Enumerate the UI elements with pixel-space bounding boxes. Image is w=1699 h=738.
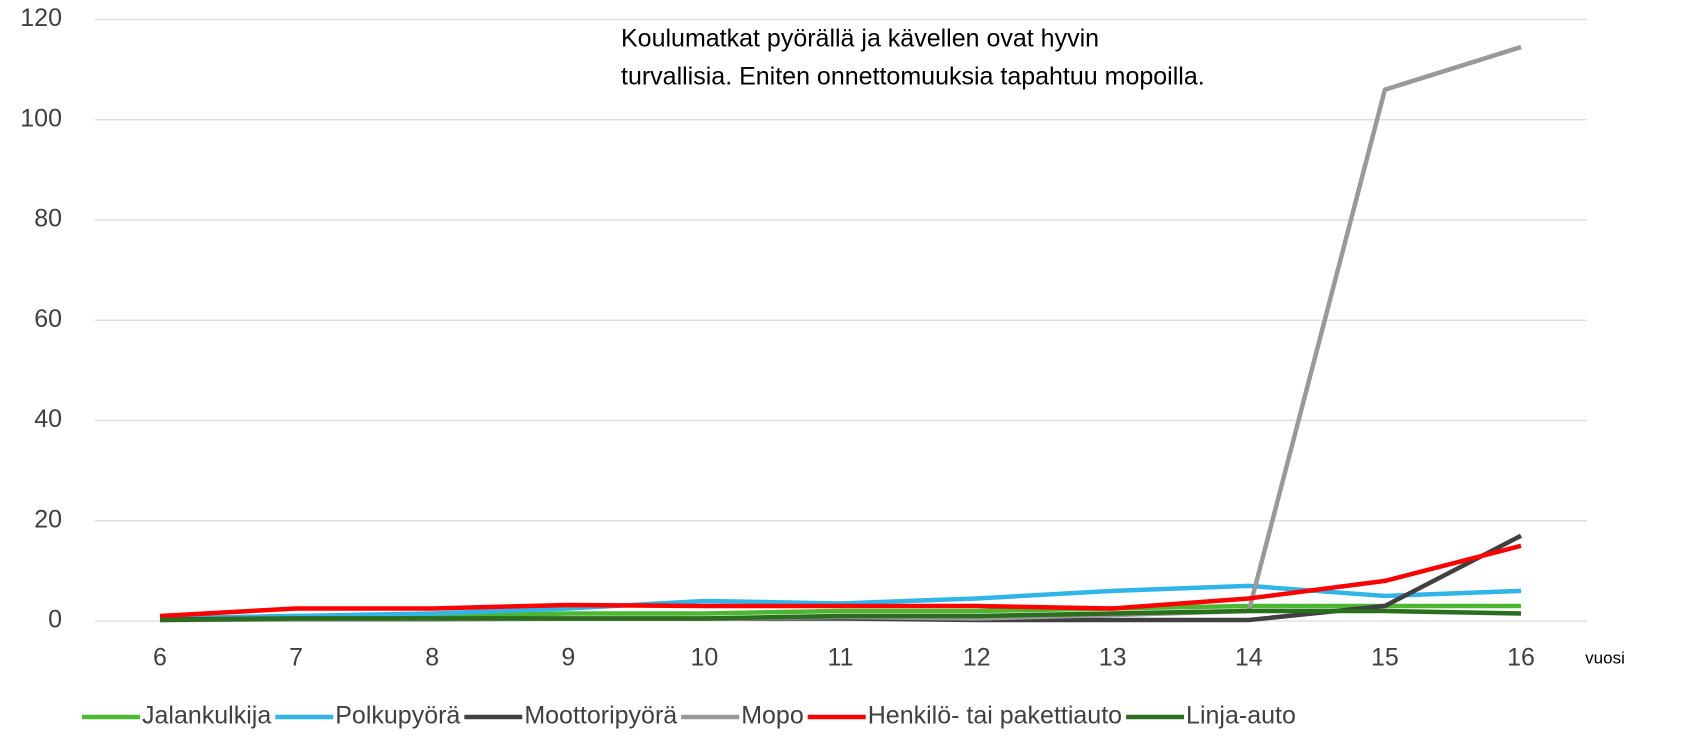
legend-label: Linja-auto: [1186, 702, 1296, 730]
y-tick-label: 60: [34, 305, 62, 333]
x-tick-label: 9: [561, 644, 575, 672]
x-axis-label: vuosi: [1585, 648, 1625, 667]
legend-label: Polkupyörä: [335, 702, 460, 730]
x-tick-label: 12: [963, 644, 991, 672]
y-tick-label: 0: [48, 606, 62, 634]
series-line: [159, 543, 1522, 619]
x-tick-label: 16: [1507, 644, 1535, 672]
legend-label: Henkilö- tai pakettiauto: [868, 702, 1122, 730]
x-tick-label: 8: [425, 644, 439, 672]
x-tick-label: 15: [1371, 644, 1399, 672]
series-line: [159, 608, 1522, 623]
x-tick-label: 11: [828, 644, 854, 672]
y-tick-label: 40: [34, 405, 62, 433]
y-tick-label: 80: [34, 205, 62, 233]
annotation: turvallisia. Eniten onnettomuuksia tapah…: [621, 63, 1205, 91]
y-tick-label: 100: [20, 104, 62, 132]
x-tick-label: 7: [289, 644, 303, 672]
annotation: Koulumatkat pyörällä ja kävellen ovat hy…: [621, 25, 1099, 53]
y-tick-label: 20: [34, 505, 62, 533]
x-tick-label: 14: [1235, 644, 1263, 672]
y-tick-label: 120: [20, 4, 62, 32]
legend-label: Jalankulkija: [142, 702, 271, 730]
x-tick-label: 10: [690, 644, 718, 672]
x-tick-label: 6: [153, 644, 167, 672]
legend-label: Mopo: [741, 702, 804, 730]
series-line: [159, 583, 1522, 621]
series-line: [159, 44, 1522, 623]
x-tick-label: 13: [1099, 644, 1127, 672]
legend-label: Moottoripyörä: [524, 702, 677, 730]
